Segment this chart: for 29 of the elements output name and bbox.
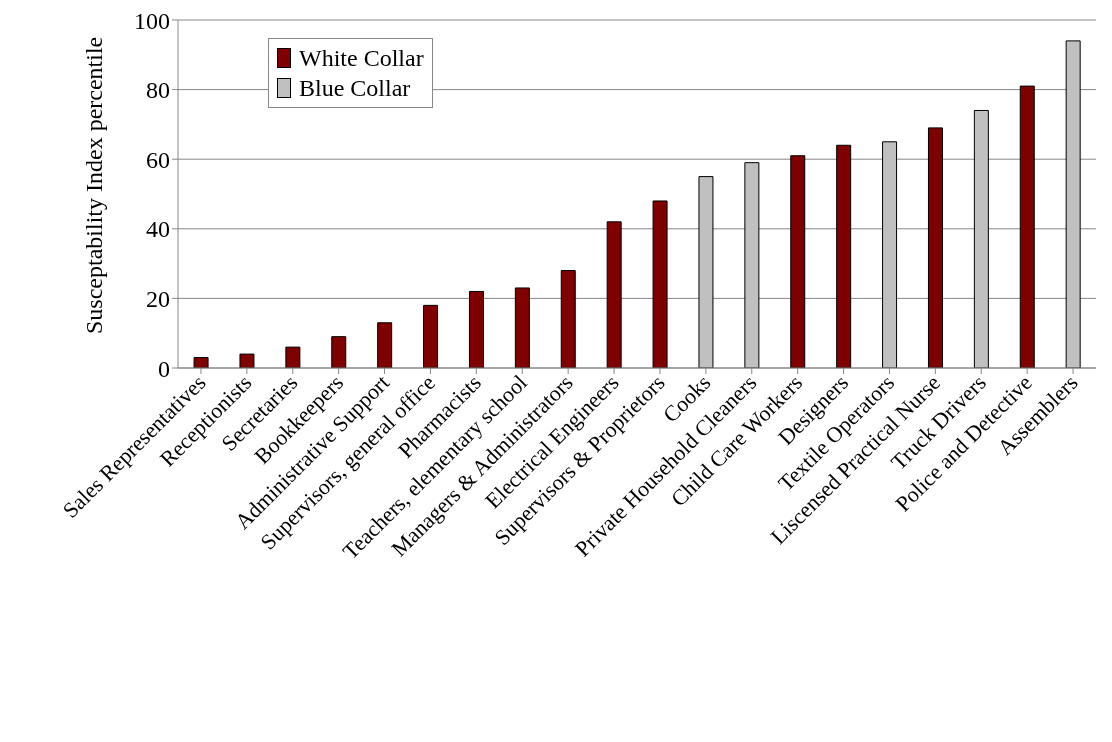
bar [331, 336, 347, 368]
bar [193, 357, 209, 368]
bar [973, 109, 989, 368]
y-tick-label: 60 [146, 146, 170, 173]
bar [560, 270, 576, 368]
y-tick-label: 100 [134, 7, 170, 34]
bar [927, 127, 943, 368]
bar [1019, 85, 1035, 368]
y-tick-label: 0 [158, 355, 170, 382]
bar [836, 144, 852, 368]
legend-label: Blue Collar [299, 74, 411, 103]
legend-label: White Collar [299, 44, 424, 73]
y-tick-label: 40 [146, 216, 170, 243]
bar [468, 290, 484, 368]
y-tick-label: 80 [146, 77, 170, 104]
y-axis-title: Susceptability Index percentile [80, 36, 107, 334]
bar [652, 200, 668, 368]
bar [1065, 40, 1081, 368]
bar [423, 304, 439, 368]
bar [514, 287, 530, 368]
bar [790, 155, 806, 368]
bar [239, 353, 255, 368]
bar [377, 322, 393, 368]
bar [698, 176, 714, 368]
bar [285, 346, 301, 368]
bar [882, 141, 898, 368]
bar [606, 221, 622, 368]
y-tick-label: 20 [146, 285, 170, 312]
bar [744, 162, 760, 368]
